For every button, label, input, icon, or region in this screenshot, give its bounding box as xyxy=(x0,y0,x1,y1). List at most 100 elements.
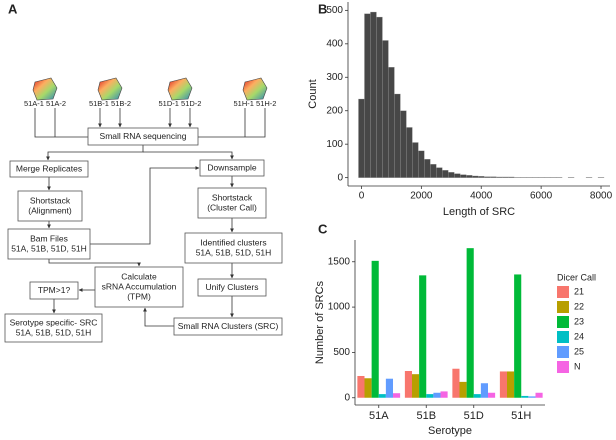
node-box xyxy=(173,317,283,336)
bar xyxy=(371,260,379,398)
flow-node: Downsample xyxy=(199,159,265,177)
legend-label: 23 xyxy=(574,316,584,326)
arrows xyxy=(34,108,266,327)
panel-label: B xyxy=(318,1,327,16)
connector xyxy=(198,108,266,138)
histogram-bar xyxy=(442,170,449,178)
node-box xyxy=(199,159,265,177)
bar xyxy=(426,394,434,398)
x-tick-label: 8000 xyxy=(590,191,613,202)
node-text: Downsample xyxy=(207,162,256,172)
node-text: Bam Files xyxy=(30,233,68,243)
x-tick-label: 0 xyxy=(359,191,365,202)
panel-label: A xyxy=(8,1,18,16)
flow-node: Merge Replicates xyxy=(9,160,89,178)
connector xyxy=(34,108,88,138)
histogram-bar xyxy=(400,110,407,178)
bar xyxy=(419,275,427,398)
bar xyxy=(378,394,386,398)
connector xyxy=(143,307,174,327)
connector xyxy=(46,145,144,161)
sample-label: 51H-1 51H-2 xyxy=(234,99,277,108)
legend-item: 25 xyxy=(557,346,584,358)
histogram-bar xyxy=(496,176,503,178)
sample: 51H-1 51H-2 xyxy=(234,77,277,108)
histogram-bar xyxy=(358,98,365,178)
legend-swatch xyxy=(557,346,569,358)
x-axis-title: Serotype xyxy=(428,425,472,437)
node-box xyxy=(29,281,79,300)
legend-label: 25 xyxy=(574,346,584,356)
heatmap-icon xyxy=(242,77,268,101)
y-axis-title: Count xyxy=(307,79,319,108)
histogram-bar xyxy=(382,40,389,178)
histogram-bar xyxy=(412,142,419,178)
node-box xyxy=(9,160,89,178)
node-text: Identified clusters xyxy=(200,237,266,247)
connector xyxy=(143,151,234,160)
bar xyxy=(507,371,515,398)
node-box xyxy=(4,313,103,343)
histogram-bar xyxy=(478,176,485,178)
node-text: sRNA Accumulation xyxy=(102,281,177,291)
bar xyxy=(473,394,481,398)
node-text: Shortstack xyxy=(212,192,253,202)
histogram-bar xyxy=(460,174,467,178)
histogram-bar xyxy=(490,176,497,178)
heatmap-icon xyxy=(97,77,123,101)
histogram-bar xyxy=(466,175,473,178)
node-text: Unify Clusters xyxy=(206,282,259,292)
connector xyxy=(90,166,200,245)
legend-title: Dicer Call xyxy=(557,272,596,282)
node-text: 51A, 51B, 51D, 51H xyxy=(196,247,272,257)
bar xyxy=(404,371,412,398)
y-tick-label: 500 xyxy=(326,5,343,16)
legend-item: 21 xyxy=(557,286,584,298)
flow-node: Small RNA sequencing xyxy=(87,127,199,146)
bar xyxy=(364,378,372,398)
histogram-bar xyxy=(502,176,509,178)
x-tick-label: 51A xyxy=(369,410,389,422)
flow-node: Shortstack(Cluster Call) xyxy=(197,187,267,219)
y-axis-title: Number of SRCs xyxy=(314,280,326,364)
histogram-bar xyxy=(394,93,401,178)
node-text: (TPM) xyxy=(127,291,151,301)
sample: 51D-1 51D-2 xyxy=(159,77,201,108)
x-tick-label: 51H xyxy=(511,410,531,422)
node-text: Small RNA sequencing xyxy=(100,131,187,141)
bar xyxy=(480,383,488,398)
histogram-bar xyxy=(376,16,383,178)
histogram-bar xyxy=(436,167,443,178)
flow-node: TPM>1? xyxy=(29,281,79,300)
node-text: Calculate xyxy=(121,271,157,281)
node-text: TPM>1? xyxy=(38,285,71,295)
bar xyxy=(499,371,507,398)
x-axis-title: Length of SRC xyxy=(443,206,515,218)
node-box xyxy=(7,228,91,260)
flow-node: Unify Clusters xyxy=(197,278,267,297)
node-text: Shortstack xyxy=(30,195,71,205)
legend-item: 23 xyxy=(557,316,584,328)
x-tick-label: 2000 xyxy=(410,191,433,202)
bar xyxy=(521,395,529,398)
flow-node: Small RNA Clusters (SRC) xyxy=(173,317,283,336)
bar xyxy=(393,393,401,398)
legend-item: 24 xyxy=(557,331,584,343)
sample-label: 51A-1 51A-2 xyxy=(24,99,66,108)
legend-item: 22 xyxy=(557,301,584,313)
node-box xyxy=(184,232,283,264)
bar xyxy=(535,392,543,398)
node-box xyxy=(17,190,83,222)
bar xyxy=(412,374,420,398)
node-box xyxy=(197,187,267,219)
histogram-bar xyxy=(418,150,425,178)
y-tick-label: 0 xyxy=(344,392,350,403)
legend-swatch xyxy=(557,301,569,313)
legend-label: 24 xyxy=(574,331,584,341)
histogram-bar xyxy=(448,172,455,178)
